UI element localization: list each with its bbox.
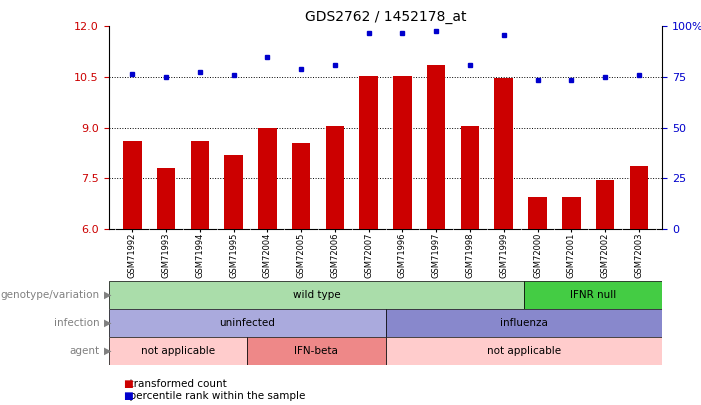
Bar bbox=[123, 141, 142, 229]
Bar bbox=[360, 76, 378, 229]
Bar bbox=[427, 65, 446, 229]
Bar bbox=[629, 166, 648, 229]
Bar bbox=[596, 180, 614, 229]
Bar bbox=[386, 309, 662, 337]
Bar bbox=[292, 143, 311, 229]
Bar bbox=[562, 197, 580, 229]
Bar bbox=[157, 168, 175, 229]
Text: uninfected: uninfected bbox=[219, 318, 275, 328]
Text: transformed count: transformed count bbox=[123, 379, 226, 389]
Bar bbox=[109, 309, 386, 337]
Text: not applicable: not applicable bbox=[487, 346, 561, 356]
Bar bbox=[109, 337, 247, 365]
Text: ▶: ▶ bbox=[104, 346, 111, 356]
Text: IFNR null: IFNR null bbox=[570, 290, 616, 300]
Bar bbox=[224, 155, 243, 229]
Text: infection: infection bbox=[54, 318, 100, 328]
Text: agent: agent bbox=[69, 346, 100, 356]
Bar bbox=[524, 281, 662, 309]
Text: ▶: ▶ bbox=[104, 290, 111, 300]
Bar bbox=[461, 126, 479, 229]
Text: ▶: ▶ bbox=[104, 318, 111, 328]
Bar bbox=[529, 197, 547, 229]
Text: not applicable: not applicable bbox=[141, 346, 215, 356]
Bar bbox=[258, 128, 277, 229]
Title: GDS2762 / 1452178_at: GDS2762 / 1452178_at bbox=[305, 10, 466, 24]
Text: IFN-beta: IFN-beta bbox=[294, 346, 339, 356]
Text: influenza: influenza bbox=[500, 318, 548, 328]
Bar bbox=[393, 76, 411, 229]
Text: genotype/variation: genotype/variation bbox=[1, 290, 100, 300]
Bar bbox=[386, 337, 662, 365]
Text: percentile rank within the sample: percentile rank within the sample bbox=[123, 391, 305, 401]
Bar bbox=[247, 337, 386, 365]
Text: wild type: wild type bbox=[292, 290, 340, 300]
Text: ■: ■ bbox=[123, 391, 132, 401]
Bar bbox=[109, 281, 524, 309]
Bar bbox=[191, 141, 209, 229]
Bar bbox=[325, 126, 344, 229]
Bar bbox=[494, 78, 513, 229]
Text: ■: ■ bbox=[123, 379, 132, 389]
